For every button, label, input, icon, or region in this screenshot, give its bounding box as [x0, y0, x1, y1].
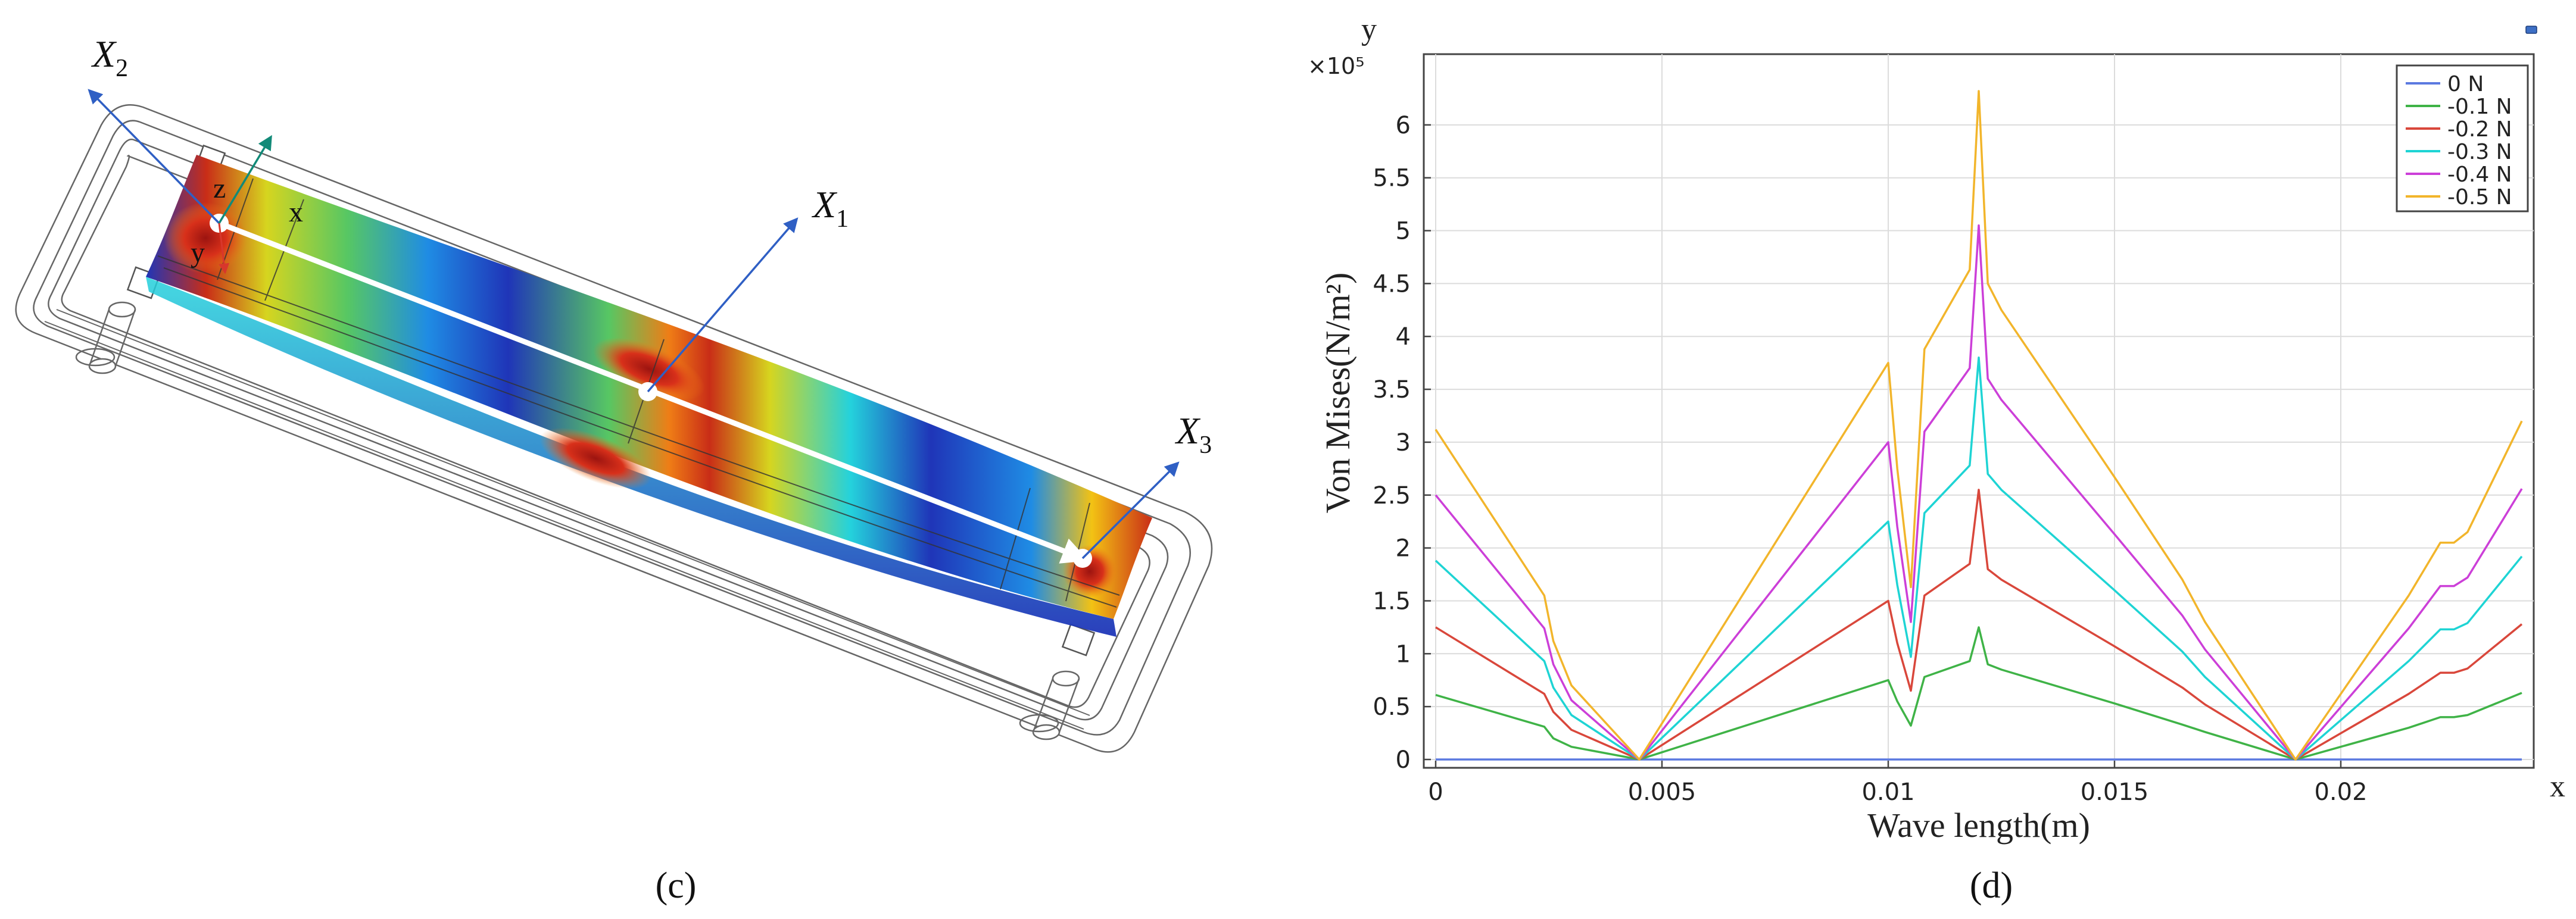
- y-tick-label-9: 4.5: [1373, 270, 1411, 298]
- model-labels: X2 X1 X3 z y x: [91, 33, 1212, 459]
- y-axis-multiplier: ×10⁵: [1308, 53, 1364, 79]
- x-tick-label-4: 0.02: [2314, 779, 2367, 806]
- corner-widget-icon: [2525, 26, 2537, 34]
- stress-hotspot-mid-top: [593, 337, 705, 401]
- y-tick-label-8: 4: [1396, 323, 1411, 351]
- local-z-label: z: [213, 173, 226, 204]
- legend-items: 0 N-0.1 N-0.2 N-0.3 N-0.4 N-0.5 N: [2406, 72, 2512, 210]
- coordinate-arrows: [88, 89, 1180, 559]
- x2-arrow: [88, 89, 220, 224]
- x1-label: X1: [811, 183, 849, 233]
- chart-grid: [1424, 54, 2534, 768]
- series-line-3: [1434, 357, 2523, 761]
- series-line-2: [1435, 489, 2523, 761]
- local-y-label: y: [191, 237, 205, 268]
- y-tick-label-10: 5: [1396, 218, 1411, 245]
- x-tick-label-0: 0: [1428, 779, 1443, 806]
- y-tick-label-4: 2: [1396, 535, 1411, 562]
- legend-label-4: -0.4 N: [2447, 162, 2512, 187]
- mounting-post-right: [1019, 670, 1080, 740]
- caption-d: (d): [1970, 865, 2013, 906]
- caption-c: (c): [656, 865, 697, 906]
- x-axis-corner-label: x: [2550, 770, 2565, 804]
- legend-label-3: -0.3 N: [2447, 140, 2512, 164]
- x-axis-ticks: 0 0.005 0.01 0.015 0.02: [1428, 761, 2368, 806]
- y-tick-label-2: 1: [1396, 640, 1411, 668]
- y-tick-label-1: 0.5: [1373, 693, 1411, 721]
- x1-arrow: [647, 217, 799, 393]
- mounting-post-left: [75, 301, 136, 374]
- chart-series: [1434, 90, 2523, 761]
- y-tick-label-5: 2.5: [1373, 482, 1411, 509]
- model-panel: X2 X1 X3 z y x (c): [15, 33, 1213, 906]
- x3-label: X3: [1174, 410, 1212, 459]
- wireframe-frame: [15, 104, 1213, 753]
- chart-panel: 0 0.005 0.01 0.015 0.02 0 0.5 1 1.5 2 2.5 3 3.5 4 4.5…: [1308, 12, 2565, 906]
- y-tick-label-11: 5.5: [1373, 165, 1411, 192]
- local-x-label: x: [289, 196, 303, 228]
- chart-plot-area: [1423, 53, 2535, 769]
- x-axis-title: Wave length(m): [1867, 806, 2090, 845]
- y-tick-label-7: 3.5: [1373, 376, 1411, 404]
- y-axis-title: Von Mises(N/m²): [1318, 273, 1357, 514]
- y-axis-corner-label: y: [1361, 12, 1377, 46]
- y-tick-label-0: 0: [1396, 746, 1411, 774]
- legend-box: [2396, 64, 2529, 212]
- x3-arrow: [1081, 461, 1180, 559]
- y-tick-label-12: 6: [1396, 112, 1411, 139]
- local-z-arrow: [218, 135, 272, 224]
- x-tick-label-2: 0.01: [1861, 779, 1914, 806]
- beam-side-face: [146, 277, 1117, 637]
- stress-hotspot-mid-bottom: [539, 427, 651, 489]
- series-line-1: [1435, 626, 2522, 761]
- chart-legend: 0 N-0.1 N-0.2 N-0.3 N-0.4 N-0.5 N: [2396, 64, 2529, 212]
- local-y-arrow: [218, 223, 230, 274]
- y-tick-label-6: 3: [1396, 429, 1411, 457]
- x-tick-label-1: 0.005: [1628, 779, 1696, 806]
- x-tick-label-3: 0.015: [2081, 779, 2149, 806]
- legend-label-5: -0.5 N: [2447, 185, 2512, 210]
- x2-label: X2: [91, 33, 128, 82]
- series-line-4: [1434, 224, 2523, 761]
- y-tick-label-3: 1.5: [1373, 587, 1411, 615]
- legend-label-0: 0 N: [2447, 72, 2484, 96]
- legend-label-2: -0.2 N: [2447, 117, 2512, 142]
- y-axis-ticks: 0 0.5 1 1.5 2 2.5 3 3.5 4 4.5 5 5.5 6: [1373, 112, 1431, 774]
- legend-label-1: -0.1 N: [2447, 95, 2512, 119]
- series-line-5: [1434, 90, 2523, 761]
